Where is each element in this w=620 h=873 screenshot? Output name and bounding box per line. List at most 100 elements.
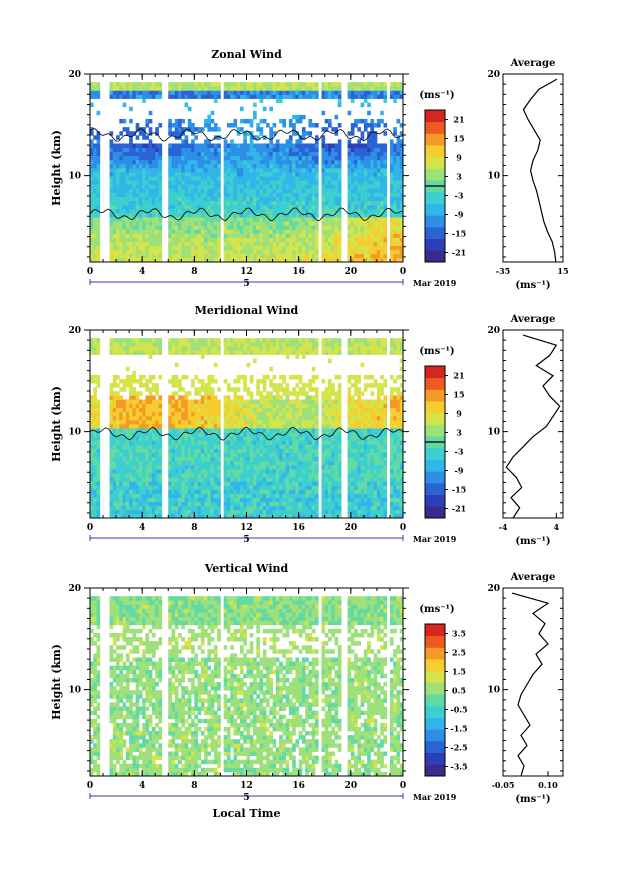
- y-tick-label: 10: [68, 686, 81, 696]
- colorbar-tick-label: -9: [455, 210, 464, 220]
- average-profile: Average 20 10 -35 15 (ms⁻¹): [487, 58, 568, 291]
- y-tick-label: 20: [68, 70, 81, 80]
- profile-line: [522, 78, 558, 263]
- x-tick-label: 0: [87, 781, 93, 791]
- y-axis-label: Height (km): [50, 130, 63, 206]
- colorbar-swatch: [425, 459, 445, 472]
- colorbar-swatch: [425, 412, 445, 425]
- profile-x-label: -4: [499, 522, 508, 532]
- colorbar-swatch: [425, 752, 445, 765]
- colorbar-unit: (ms⁻¹): [419, 346, 454, 357]
- colorbar-tick-label: -21: [452, 504, 466, 514]
- average-profile: Average 20 10 -4 4 (ms⁻¹): [487, 314, 564, 547]
- colorbar-unit: (ms⁻¹): [419, 90, 454, 101]
- colorbar-tick-label: 21: [453, 371, 464, 381]
- colorbar-tick-label: -1.5: [450, 724, 467, 734]
- date-label: 5: [243, 793, 249, 803]
- profile-x-axis-label: (ms⁻¹): [515, 794, 550, 805]
- colorbar-tick-label: -15: [452, 485, 466, 495]
- profile-frame: [502, 329, 564, 519]
- profile-y-label: 10: [487, 686, 500, 696]
- x-tick-label: 16: [292, 267, 305, 277]
- colorbar-swatch: [425, 168, 445, 181]
- x-tick-label: 0: [400, 781, 406, 791]
- x-tick-label: 0: [87, 523, 93, 533]
- colorbar-swatch: [425, 377, 445, 390]
- colorbar-swatch: [425, 215, 445, 228]
- colorbar-swatch: [425, 670, 445, 683]
- colorbar-tick-label: 2.5: [452, 648, 466, 658]
- colorbar-unit: (ms⁻¹): [419, 604, 454, 615]
- colorbar-swatch: [425, 203, 445, 216]
- profile-title: Average: [510, 572, 556, 583]
- colorbar-swatch: [425, 145, 445, 158]
- colorbar-tick-label: 0.5: [452, 686, 466, 696]
- profile-x-label: -35: [496, 266, 510, 276]
- x-tick-label: 0: [400, 267, 406, 277]
- y-axis-label: Height (km): [50, 644, 63, 720]
- date-axis: 5 Mar 2019: [89, 534, 457, 545]
- colorbar-swatch: [425, 389, 445, 402]
- colorbar-swatch: [425, 659, 445, 672]
- x-axis: 0 4 8 12 16 20 0: [87, 588, 406, 791]
- panel-3: 0 4 8 12 16 20 0 5 Mar 2019 20 10 Height (km) Vertic…: [50, 562, 564, 820]
- colorbar-swatch: [425, 133, 445, 146]
- heatmap-cells: [90, 596, 404, 777]
- profile-y-label: 20: [487, 70, 500, 80]
- profile-line: [511, 592, 550, 777]
- colorbar-swatch: [425, 729, 445, 742]
- colorbar-swatch: [425, 647, 445, 660]
- x-tick-label: 12: [240, 267, 253, 277]
- colorbar-swatch: [425, 635, 445, 648]
- y-tick-label: 10: [68, 428, 81, 438]
- average-profile: Average 20 10 -0.05 0.10 (ms⁻¹): [487, 572, 564, 805]
- date-label: 5: [243, 279, 249, 289]
- colorbar-tick-label: -2.5: [450, 743, 467, 753]
- y-axis: 20 10 Height (km): [50, 326, 409, 514]
- x-tick-label: 4: [139, 781, 145, 791]
- colorbar: (ms⁻¹) 21 15 9 3 -3 -9 -15 -21: [419, 90, 466, 263]
- colorbar-tick-label: 9: [456, 153, 462, 163]
- x-tick-label: 20: [345, 781, 358, 791]
- x-axis: 0 4 8 12 16 20 0: [87, 330, 406, 533]
- colorbar-swatch: [425, 471, 445, 484]
- date-axis-ends: [89, 793, 404, 799]
- colorbar-swatch: [425, 705, 445, 718]
- colorbar-tick-label: 15: [453, 390, 464, 400]
- colorbar-tick-label: 3: [456, 428, 462, 438]
- colorbar-swatch: [425, 447, 445, 460]
- colorbar-tick-label: -21: [452, 248, 466, 258]
- colorbar-tick-label: 15: [453, 134, 464, 144]
- colorbar-tick-label: -3: [455, 447, 464, 457]
- colorbar-swatch: [425, 694, 445, 707]
- y-tick-label: 20: [68, 584, 81, 594]
- colorbar-swatch: [425, 506, 445, 519]
- colorbar-swatch: [425, 401, 445, 414]
- colorbar: (ms⁻¹) 3.5 2.5 1.5 0.5 -0.5 -1.5 -2.5 -3.5: [419, 604, 468, 777]
- profile-x-label: 15: [557, 266, 568, 276]
- panel-1: 0 4 8 12 16 20 0 5 Mar 2019 20 10 Height (km) Zonal …: [50, 48, 569, 291]
- colorbar-swatch: [425, 366, 445, 379]
- x-tick-label: 0: [400, 523, 406, 533]
- month-label: Mar 2019: [413, 278, 457, 288]
- profile-title: Average: [510, 58, 556, 69]
- profile-frame: [502, 73, 564, 263]
- colorbar-swatch: [425, 717, 445, 730]
- x-tick-label: 16: [292, 781, 305, 791]
- y-axis: 20 10 Height (km): [50, 584, 409, 772]
- x-tick-label: 12: [240, 781, 253, 791]
- colorbar-swatch: [425, 740, 445, 754]
- profile-title: Average: [510, 314, 556, 325]
- colorbar-swatch: [425, 238, 445, 251]
- profile-line: [505, 334, 561, 519]
- profile-x-label: -0.05: [492, 780, 515, 790]
- colorbar-tick-label: 21: [453, 115, 464, 125]
- colorbar-tick-label: -3.5: [450, 762, 467, 772]
- date-axis-ends: [89, 535, 404, 541]
- profile-y-label: 20: [487, 326, 500, 336]
- y-axis: 20 10 Height (km): [50, 70, 409, 258]
- colorbar-tick-label: 1.5: [452, 667, 466, 677]
- panel-title: Meridional Wind: [195, 304, 299, 317]
- profile-y-label: 10: [487, 428, 500, 438]
